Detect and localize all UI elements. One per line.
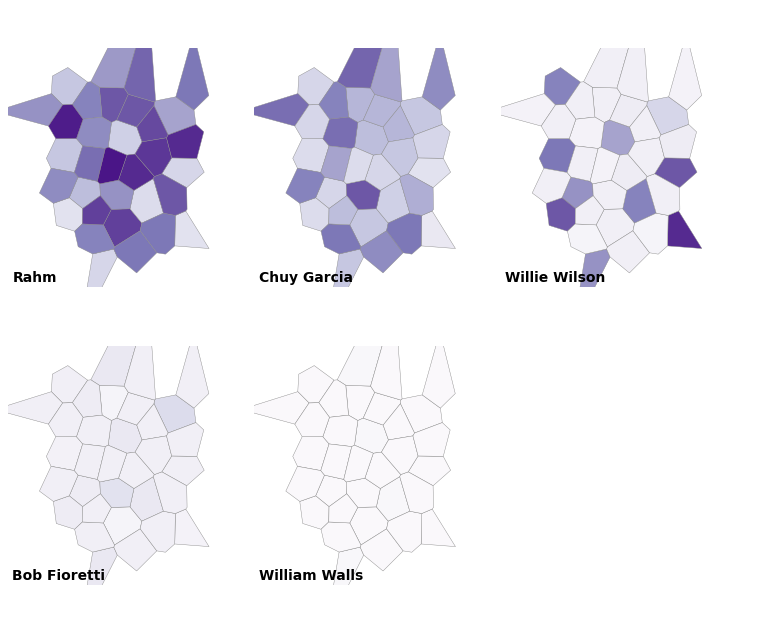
Text: Bob Fioretti: Bob Fioretti	[12, 569, 105, 582]
Text: Chuy Garcia: Chuy Garcia	[259, 271, 353, 284]
Text: Willie Wilson: Willie Wilson	[505, 271, 606, 284]
Text: Rahm: Rahm	[12, 271, 57, 284]
Text: William Walls: William Walls	[259, 569, 363, 582]
